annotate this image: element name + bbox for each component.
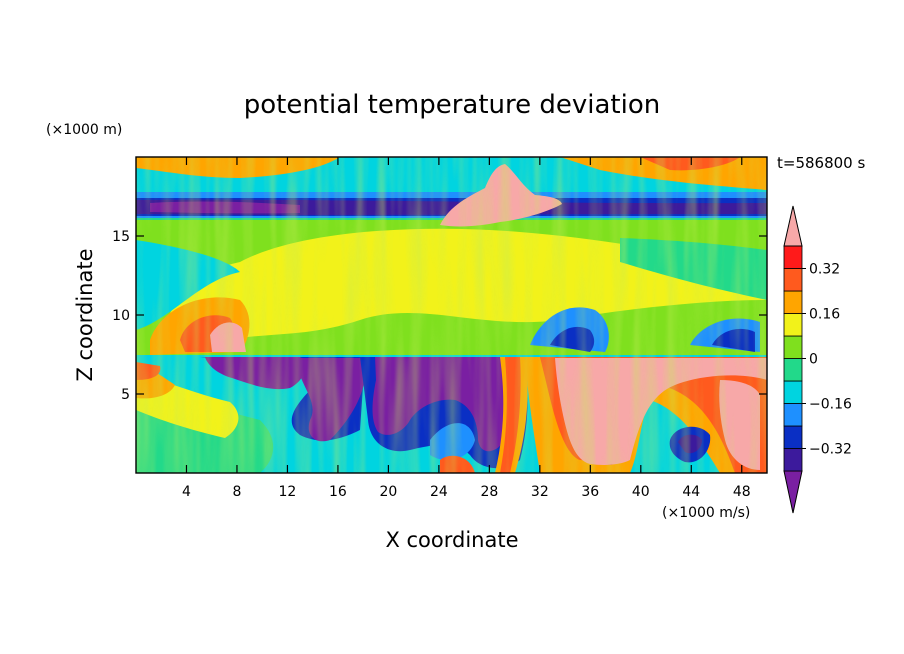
colorbar-label: 0.16	[809, 307, 840, 323]
x-tick-label: 8	[232, 484, 241, 500]
x-tick-label: 48	[733, 484, 751, 500]
colorbar-bin	[783, 448, 803, 472]
colorbar: 0.32 0.16 0 −0.16 −0.32	[783, 205, 852, 514]
colorbar-label: −0.16	[809, 397, 852, 413]
x-tick-label: 4	[182, 484, 191, 500]
x-unit-label: (×1000 m/s)	[662, 505, 750, 521]
colorbar-bin	[783, 335, 803, 359]
colorbar-bin	[783, 290, 803, 314]
colorbar-bin	[783, 245, 803, 269]
colorbar-bin	[783, 358, 803, 382]
colorbar-label: 0	[809, 352, 818, 368]
colorbar-bin	[783, 268, 803, 292]
y-axis-ticks: 5 10 15	[112, 229, 767, 403]
colorbar-over-triangle	[783, 205, 803, 247]
x-tick-label: 36	[581, 484, 599, 500]
colorbar-label: −0.32	[809, 442, 852, 458]
heatmap-field	[136, 157, 767, 473]
x-tick-label: 44	[682, 484, 700, 500]
colorbar-bin	[783, 425, 803, 449]
x-axis-title: X coordinate	[385, 528, 518, 552]
y-tick-label: 15	[112, 229, 130, 245]
streak-texture	[136, 157, 767, 473]
colorbar-bin	[783, 403, 803, 427]
x-axis-ticks: 4 8 12 16 20 24 28 32 36 40 44 48	[182, 157, 751, 500]
x-tick-label: 28	[480, 484, 498, 500]
y-unit-label: (×1000 m)	[46, 122, 122, 138]
x-tick-label: 40	[632, 484, 650, 500]
chart-title: potential temperature deviation	[244, 90, 660, 120]
x-tick-label: 20	[379, 484, 397, 500]
x-tick-label: 16	[329, 484, 347, 500]
colorbar-under-triangle	[783, 470, 803, 514]
x-tick-label: 24	[430, 484, 448, 500]
colorbar-bin	[783, 380, 803, 404]
colorbar-bin	[783, 313, 803, 337]
x-tick-label: 32	[531, 484, 549, 500]
y-axis-title: Z coordinate	[73, 248, 97, 381]
y-tick-label: 10	[112, 308, 130, 324]
colorbar-label: 0.32	[809, 262, 840, 278]
x-tick-label: 12	[279, 484, 297, 500]
time-label: t=586800 s	[777, 154, 865, 172]
y-tick-label: 5	[121, 387, 130, 403]
